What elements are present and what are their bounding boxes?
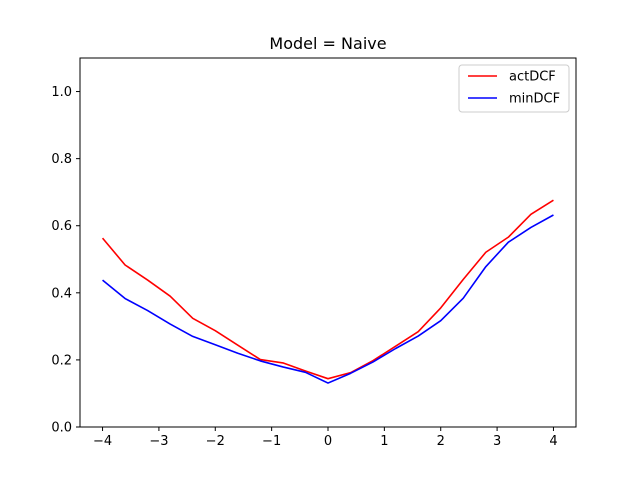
x-tick-label: 0: [324, 434, 332, 449]
chart-title: Model = Naive: [269, 34, 386, 53]
legend-label-mindcf: minDCF: [509, 92, 560, 107]
x-tick-label: 1: [380, 434, 388, 449]
x-tick-label: 2: [437, 434, 445, 449]
x-tick-label: −2: [206, 434, 225, 449]
x-tick-label: 3: [493, 434, 501, 449]
x-tick-label: −1: [262, 434, 281, 449]
y-tick-label: 0.4: [51, 286, 72, 301]
y-tick-label: 0.0: [51, 421, 72, 436]
x-tick-label: −3: [149, 434, 168, 449]
y-tick-label: 0.6: [51, 219, 72, 234]
y-tick-label: 0.8: [51, 152, 72, 167]
x-tick-label: −4: [93, 434, 112, 449]
legend: actDCF minDCF: [459, 65, 569, 112]
legend-label-actdcf: actDCF: [509, 70, 556, 85]
y-tick-label: 1.0: [51, 85, 72, 100]
x-tick-label: 4: [549, 434, 557, 449]
y-tick-label: 0.2: [51, 353, 72, 368]
